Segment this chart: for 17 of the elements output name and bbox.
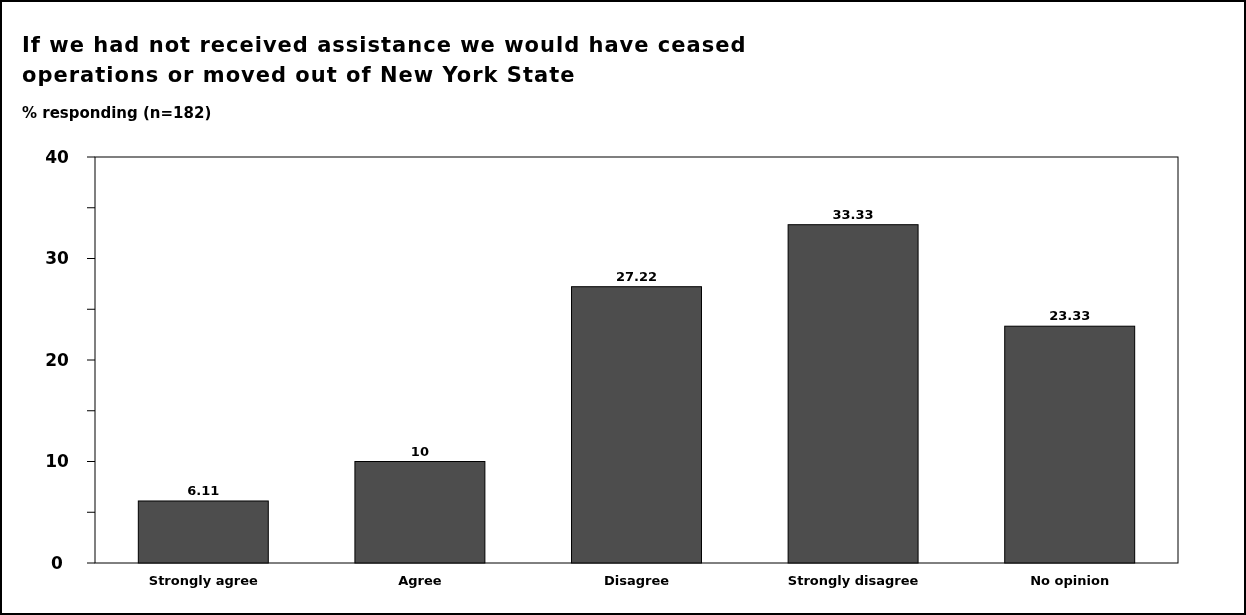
data-label: 27.22 bbox=[615, 268, 658, 284]
data-label: 6.11 bbox=[187, 482, 220, 498]
y-axis-title: % responding (n=182) bbox=[22, 104, 212, 122]
y-tick-label: 30 bbox=[45, 248, 69, 269]
x-tick-label: Strongly agree bbox=[148, 573, 259, 588]
x-tick-label: Disagree bbox=[603, 573, 670, 588]
data-label: 23.33 bbox=[1049, 308, 1091, 324]
y-tick-label: 10 bbox=[45, 451, 69, 472]
data-label: 33.33 bbox=[832, 206, 874, 222]
y-tick-label: 20 bbox=[45, 349, 69, 370]
y-tick-label: 40 bbox=[45, 146, 69, 167]
x-tick-label: Agree bbox=[398, 573, 442, 588]
x-tick-label: Strongly disagree bbox=[787, 573, 919, 588]
chart-title: If we had not received assistance we would have ceased operations or moved out of New York State bbox=[22, 33, 747, 87]
y-tick-label: 0 bbox=[51, 552, 64, 573]
x-tick-label: No opinion bbox=[1030, 573, 1110, 588]
data-label: 10 bbox=[410, 443, 429, 459]
